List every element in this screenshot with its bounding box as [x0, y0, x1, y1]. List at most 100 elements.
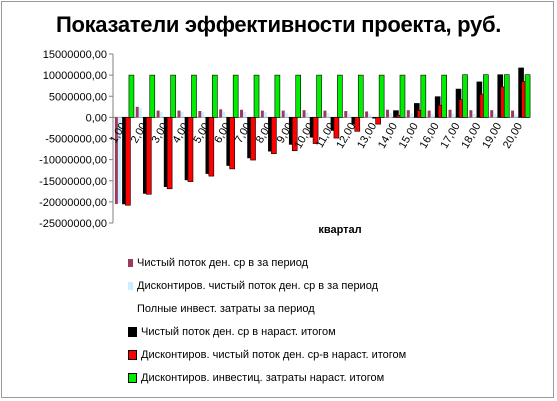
bar-disc-net-flow	[409, 113, 413, 118]
bar-disc-net-flow	[117, 117, 121, 204]
bar-disc-invest-cumulative	[191, 74, 197, 118]
x-tick-label: 14,00	[376, 121, 400, 151]
y-tick-label: -5000000,00	[45, 134, 107, 146]
bar-disc-net-flow	[159, 111, 163, 118]
bar-net-flow	[281, 110, 285, 118]
legend-swatch	[128, 282, 133, 291]
bar-net-flow	[302, 110, 306, 118]
bar-disc-net-flow	[180, 111, 184, 118]
bar-disc-invest-cumulative	[441, 74, 447, 118]
bar-disc-invest-cumulative	[212, 74, 218, 118]
bar-disc-net-flow	[263, 112, 267, 118]
bar-net-flow	[427, 110, 431, 118]
bar-net-flow	[406, 110, 410, 118]
bar-disc-net-flow-cumulative	[291, 117, 298, 152]
bar-disc-net-flow	[326, 113, 330, 118]
bar-net-flow	[156, 110, 160, 118]
y-tick-label: -15000000,00	[39, 176, 107, 188]
bar-net-flow	[219, 109, 223, 118]
bar-net-flow	[198, 111, 202, 118]
x-tick-label: 18,00	[459, 121, 483, 151]
bar-disc-net-flow	[472, 113, 476, 118]
legend-item: Полные инвест. затраты за период	[128, 301, 315, 317]
legend-item: Чистый поток ден. ср в нараст. итогом	[128, 324, 336, 340]
bar-net-flow	[448, 109, 452, 118]
legend-swatch	[128, 259, 133, 268]
bar-net-flow	[344, 111, 348, 118]
bar-disc-net-flow-cumulative	[145, 117, 152, 195]
bar-net-flow	[260, 110, 264, 118]
legend-swatch	[128, 305, 133, 314]
bar-disc-invest-cumulative	[503, 74, 510, 118]
legend-swatch	[128, 373, 137, 384]
bar-net-flow	[511, 110, 515, 118]
y-tick-label: 0,00	[86, 112, 107, 124]
bar-disc-invest-cumulative	[274, 74, 281, 118]
legend-swatch	[128, 350, 137, 361]
bar-disc-net-flow	[305, 112, 309, 118]
bar-disc-net-flow-cumulative	[187, 117, 194, 182]
chart-title: Показатели эффективности проекта, руб.	[55, 12, 502, 37]
bar-net-flow	[365, 111, 369, 118]
bar-net-flow	[323, 110, 327, 118]
bar-disc-invest-cumulative	[399, 74, 406, 118]
bar-disc-net-flow-cumulative	[208, 117, 215, 177]
bar-disc-invest-cumulative	[357, 74, 364, 118]
bar-series	[114, 67, 531, 206]
bar-disc-net-flow-cumulative	[250, 117, 256, 161]
bar-disc-net-flow-cumulative	[125, 117, 131, 206]
legend-item: Дисконтиров. чистый поток ден. ср в за п…	[128, 278, 378, 294]
bar-disc-net-flow-cumulative	[166, 117, 173, 190]
bar-disc-net-flow	[493, 113, 497, 118]
bar-net-flow	[490, 110, 494, 118]
x-tick-label: 17,00	[438, 121, 462, 151]
bar-disc-net-flow-cumulative	[375, 117, 381, 125]
bar-disc-net-flow	[368, 113, 372, 118]
y-tick-label: 10000000,00	[43, 70, 107, 82]
bar-net-flow	[114, 117, 118, 204]
bar-disc-invest-cumulative	[253, 74, 260, 118]
bar-disc-net-flow	[347, 113, 351, 118]
bar-net-flow	[240, 109, 244, 118]
x-tick-label: 19,00	[480, 121, 504, 151]
bar-net-flow	[469, 110, 473, 118]
bar-disc-invest-cumulative	[462, 74, 468, 118]
bar-disc-invest-cumulative	[149, 74, 156, 118]
bar-disc-invest-cumulative	[232, 74, 239, 118]
bar-disc-net-flow	[451, 113, 455, 118]
bar-disc-invest-cumulative	[316, 74, 322, 118]
bar-disc-net-flow-cumulative	[229, 117, 235, 170]
legend-label: Дисконтиров. чистый поток ден. ср-в нара…	[141, 349, 407, 361]
y-tick-label: -25000000,00	[39, 218, 107, 230]
bar-net-flow-cumulative	[393, 110, 399, 118]
bar-disc-invest-cumulative	[483, 74, 489, 118]
x-axis-label: квартал	[318, 224, 361, 236]
bar-disc-net-flow	[514, 114, 518, 118]
bar-disc-net-flow	[284, 112, 288, 118]
legend-label: Дисконтиров. чистый поток ден. ср в за п…	[137, 280, 378, 292]
y-tick-label: -20000000,00	[39, 197, 107, 209]
bar-disc-invest-cumulative	[420, 74, 427, 118]
bar-disc-net-flow-cumulative	[271, 117, 277, 155]
bar-net-flow	[177, 110, 181, 118]
legend-item: Чистый поток ден. ср в за период	[128, 255, 308, 271]
bar-disc-net-flow	[201, 112, 205, 118]
legend-label: Полные инвест. затраты за период	[137, 303, 315, 315]
bar-net-flow	[385, 109, 389, 118]
x-tick-label: 15,00	[397, 121, 421, 151]
legend-swatch	[128, 327, 137, 338]
legend-item: Дисконтиров. чистый поток ден. ср-в нара…	[128, 347, 406, 363]
bar-disc-invest-cumulative	[524, 74, 531, 118]
bar-disc-net-flow	[243, 111, 247, 118]
legend-label: Чистый поток ден. ср в за период	[137, 257, 308, 269]
bar-disc-invest-cumulative	[378, 74, 385, 118]
bar-disc-invest-cumulative	[295, 74, 302, 118]
y-tick-label: -10000000,00	[39, 155, 107, 167]
bar-disc-invest-cumulative	[170, 74, 176, 118]
y-tick-label: 5000000,00	[49, 91, 107, 103]
bar-disc-net-flow	[222, 111, 226, 118]
y-tick-label: 15000000,00	[43, 49, 107, 61]
bar-disc-invest-cumulative	[337, 74, 343, 118]
